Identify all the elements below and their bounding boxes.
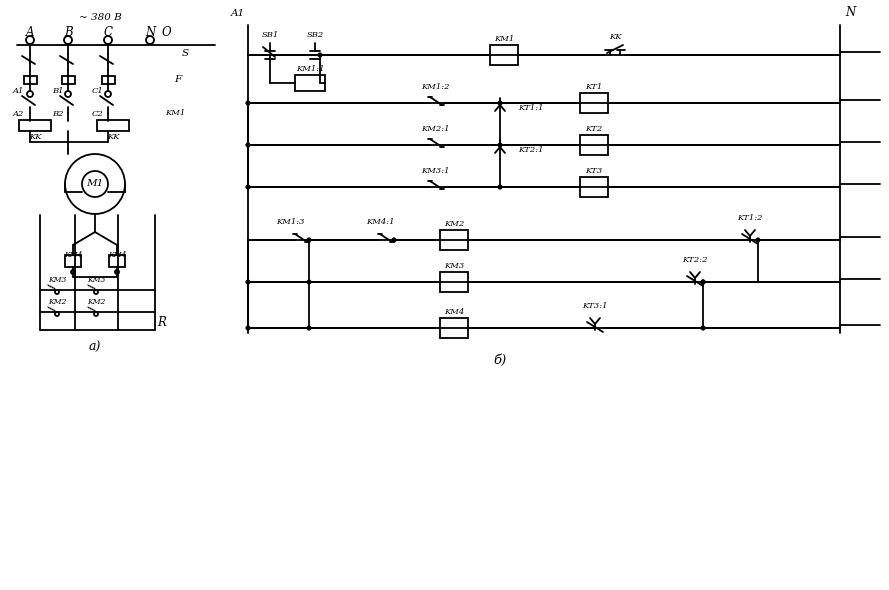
Text: KT1: KT1 [585,83,603,91]
Text: KK: KK [609,33,621,41]
Circle shape [245,143,250,147]
Text: KM1: KM1 [164,109,185,117]
Circle shape [307,238,311,242]
Bar [440,230,468,250]
Text: KM3: KM3 [48,276,66,284]
Text: B2: B2 [52,110,64,118]
Text: KT1:2: KT1:2 [737,214,763,222]
Text: O: O [161,25,171,38]
Circle shape [701,280,705,284]
Bar [580,93,608,113]
Bar [97,120,129,131]
Text: C2: C2 [92,110,104,118]
Text: KM2: KM2 [87,298,105,306]
Text: KM4: KM4 [444,308,464,316]
Text: KM3:1: KM3:1 [420,167,449,175]
Text: KT1:1: KT1:1 [518,104,543,112]
Circle shape [307,326,311,330]
Text: KM3: KM3 [444,262,464,270]
Text: KM2: KM2 [444,220,464,228]
Text: C1: C1 [92,87,104,95]
Bar [65,255,81,267]
Text: KT2:2: KT2:2 [682,256,708,264]
Text: KM1:2: KM1:2 [420,83,449,91]
Bar [440,318,468,338]
Text: C: C [103,25,113,38]
Text: KT3:1: KT3:1 [582,302,608,310]
Text: KM2: KM2 [48,298,66,306]
Circle shape [498,185,502,189]
Circle shape [245,101,250,105]
Text: KM4: KM4 [108,251,126,259]
Bar [580,177,608,197]
Text: A: A [26,25,35,38]
Text: F: F [174,76,181,84]
Circle shape [498,101,502,105]
Text: B: B [64,25,72,38]
Bar [19,120,51,131]
Text: KM1: KM1 [494,35,514,43]
Bar [440,272,468,292]
Text: ~ 380 В: ~ 380 В [78,14,122,22]
Text: SB1: SB1 [261,31,278,39]
Text: SB2: SB2 [307,31,324,39]
Text: KM1:1: KM1:1 [296,65,324,73]
Text: а): а) [89,340,101,353]
Bar [109,255,125,267]
Circle shape [245,280,250,284]
Text: KM1:3: KM1:3 [276,218,304,226]
Bar [580,135,608,155]
Circle shape [498,143,502,147]
Text: S: S [181,50,188,58]
Text: KK: KK [107,133,119,141]
Text: б): б) [493,353,507,366]
Bar [490,45,518,65]
Text: KM2:1: KM2:1 [420,125,449,133]
Text: KT2: KT2 [585,125,603,133]
Bar [24,76,37,84]
Circle shape [307,280,311,284]
Circle shape [756,238,760,242]
Text: A1: A1 [12,87,24,95]
Circle shape [392,238,396,242]
Bar [62,76,75,84]
Text: B1: B1 [52,87,64,95]
Bar [102,76,115,84]
Text: N: N [845,6,855,19]
Text: KM4: KM4 [64,251,82,259]
Circle shape [245,326,250,330]
Text: KK: KK [28,133,41,141]
Circle shape [317,53,322,57]
Circle shape [701,280,705,284]
Text: A2: A2 [12,110,24,118]
Text: N: N [145,25,155,38]
Text: KT3: KT3 [585,167,603,175]
Text: KM3: KM3 [87,276,105,284]
Bar [295,75,325,91]
Text: KT2:1: KT2:1 [518,146,543,154]
Circle shape [245,185,250,189]
Text: M1: M1 [86,179,104,188]
Circle shape [701,326,705,330]
Text: R: R [157,316,166,329]
Text: KM4:1: KM4:1 [365,218,394,226]
Text: A1: A1 [231,8,245,18]
